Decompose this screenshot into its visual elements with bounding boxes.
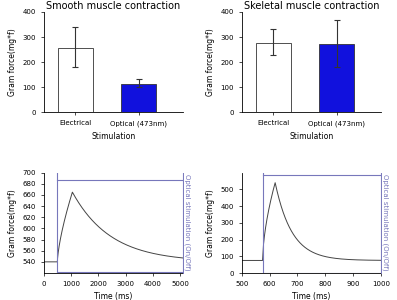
Y-axis label: Optical stimulation (On/Off): Optical stimulation (On/Off)	[183, 175, 190, 271]
Y-axis label: Gram force(mg*f): Gram force(mg*f)	[8, 28, 17, 96]
X-axis label: Stimulation: Stimulation	[289, 132, 333, 141]
X-axis label: Time (ms): Time (ms)	[94, 292, 133, 300]
Y-axis label: Gram force(mg*f): Gram force(mg*f)	[206, 189, 215, 257]
Y-axis label: Gram force(mg*f): Gram force(mg*f)	[206, 28, 215, 96]
Title: Skeletal muscle contraction: Skeletal muscle contraction	[244, 1, 379, 11]
Bar	[319, 44, 354, 112]
X-axis label: Time (ms): Time (ms)	[292, 292, 331, 300]
Y-axis label: Gram force(mg*f): Gram force(mg*f)	[8, 189, 17, 257]
Bar	[256, 43, 291, 112]
X-axis label: Stimulation: Stimulation	[91, 132, 135, 141]
Title: Smooth muscle contraction: Smooth muscle contraction	[46, 1, 181, 11]
Bar	[121, 83, 156, 112]
Y-axis label: Optical stimulation (On/Off): Optical stimulation (On/Off)	[382, 175, 388, 271]
Bar	[58, 48, 93, 112]
